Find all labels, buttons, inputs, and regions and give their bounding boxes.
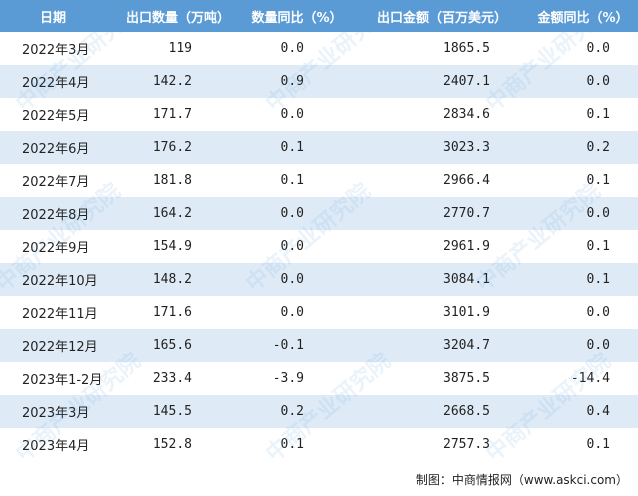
table-row: 2022年9月 154.9 0.0 2961.9 0.1 bbox=[0, 230, 638, 263]
table-row: 2022年8月 164.2 0.0 2770.7 0.0 bbox=[0, 197, 638, 230]
cell-value-yoy: 0.0 bbox=[586, 206, 610, 221]
cell-export-value: 3023.3 bbox=[443, 140, 490, 155]
table-row: 2022年11月 171.6 0.0 3101.9 0.0 bbox=[0, 296, 638, 329]
cell-export-value: 3101.9 bbox=[443, 305, 490, 320]
cell-quantity-yoy: 0.0 bbox=[280, 305, 304, 320]
cell-quantity-yoy: 0.2 bbox=[280, 404, 304, 419]
cell-value-yoy: 0.0 bbox=[586, 41, 610, 56]
cell-value-yoy: 0.0 bbox=[586, 74, 610, 89]
cell-value-yoy: -14.4 bbox=[570, 371, 610, 386]
table-row: 2023年3月 145.5 0.2 2668.5 0.4 bbox=[0, 395, 638, 428]
cell-quantity-yoy: 0.0 bbox=[280, 239, 304, 254]
cell-quantity-yoy: 0.1 bbox=[280, 437, 304, 452]
cell-quantity-yoy: 0.0 bbox=[280, 107, 304, 122]
header-export-quantity: 出口数量（万吨） bbox=[125, 10, 230, 26]
header-date: 日期 bbox=[40, 10, 67, 26]
cell-date: 2022年9月 bbox=[22, 241, 90, 256]
cell-quantity-yoy: 0.0 bbox=[280, 272, 304, 287]
table-header: 日期 出口数量（万吨） 数量同比（%） 出口金额（百万美元） 金额同比（%） bbox=[0, 0, 638, 32]
cell-export-quantity: 152.8 bbox=[152, 437, 192, 452]
cell-export-quantity: 154.9 bbox=[152, 239, 192, 254]
table-row: 2022年6月 176.2 0.1 3023.3 0.2 bbox=[0, 131, 638, 164]
cell-date: 2023年3月 bbox=[22, 406, 90, 421]
cell-export-value: 2961.9 bbox=[443, 239, 490, 254]
cell-export-value: 2668.5 bbox=[443, 404, 490, 419]
cell-quantity-yoy: -0.1 bbox=[272, 338, 304, 353]
cell-value-yoy: 0.1 bbox=[586, 173, 610, 188]
cell-value-yoy: 0.4 bbox=[586, 404, 610, 419]
cell-date: 2022年12月 bbox=[22, 340, 98, 355]
cell-quantity-yoy: -3.9 bbox=[272, 371, 304, 386]
cell-value-yoy: 0.1 bbox=[586, 272, 610, 287]
table-row: 2023年4月 152.8 0.1 2757.3 0.1 bbox=[0, 428, 638, 461]
cell-value-yoy: 0.1 bbox=[586, 437, 610, 452]
table-row: 2022年12月 165.6 -0.1 3204.7 0.0 bbox=[0, 329, 638, 362]
cell-export-value: 3084.1 bbox=[443, 272, 490, 287]
cell-value-yoy: 0.0 bbox=[586, 305, 610, 320]
cell-quantity-yoy: 0.0 bbox=[280, 41, 304, 56]
cell-export-value: 2407.1 bbox=[443, 74, 490, 89]
cell-date: 2022年6月 bbox=[22, 142, 90, 157]
header-quantity-yoy: 数量同比（%） bbox=[251, 10, 343, 26]
cell-export-quantity: 181.8 bbox=[152, 173, 192, 188]
table-row: 2022年3月 119 0.0 1865.5 0.0 bbox=[0, 32, 638, 65]
cell-date: 2023年4月 bbox=[22, 439, 90, 454]
cell-export-value: 2966.4 bbox=[443, 173, 490, 188]
table-row: 2022年5月 171.7 0.0 2834.6 0.1 bbox=[0, 98, 638, 131]
header-value-yoy: 金额同比（%） bbox=[537, 10, 629, 26]
data-table-container: 日期 出口数量（万吨） 数量同比（%） 出口金额（百万美元） 金额同比（%） 2… bbox=[0, 0, 638, 461]
cell-export-quantity: 233.4 bbox=[152, 371, 192, 386]
cell-export-quantity: 164.2 bbox=[152, 206, 192, 221]
cell-export-quantity: 165.6 bbox=[152, 338, 192, 353]
cell-date: 2022年4月 bbox=[22, 76, 90, 91]
cell-export-quantity: 171.6 bbox=[152, 305, 192, 320]
cell-export-value: 3875.5 bbox=[443, 371, 490, 386]
header-export-value: 出口金额（百万美元） bbox=[376, 10, 507, 26]
header-row: 日期 出口数量（万吨） 数量同比（%） 出口金额（百万美元） 金额同比（%） bbox=[0, 0, 638, 32]
cell-date: 2022年11月 bbox=[22, 307, 98, 322]
cell-export-quantity: 148.2 bbox=[152, 272, 192, 287]
cell-export-value: 3204.7 bbox=[443, 338, 490, 353]
table-row: 2022年7月 181.8 0.1 2966.4 0.1 bbox=[0, 164, 638, 197]
table-row: 2023年1-2月 233.4 -3.9 3875.5 -14.4 bbox=[0, 362, 638, 395]
table-body: 2022年3月 119 0.0 1865.5 0.0 2022年4月 142.2 0.9 240… bbox=[0, 32, 638, 461]
cell-value-yoy: 0.1 bbox=[586, 239, 610, 254]
cell-date: 2022年8月 bbox=[22, 208, 90, 223]
cell-quantity-yoy: 0.0 bbox=[280, 206, 304, 221]
cell-date: 2022年5月 bbox=[22, 109, 90, 124]
table-row: 2022年10月 148.2 0.0 3084.1 0.1 bbox=[0, 263, 638, 296]
cell-date: 2022年10月 bbox=[22, 274, 98, 289]
cell-export-quantity: 119 bbox=[168, 41, 192, 56]
cell-value-yoy: 0.1 bbox=[586, 107, 610, 122]
cell-export-quantity: 176.2 bbox=[152, 140, 192, 155]
cell-export-value: 2757.3 bbox=[443, 437, 490, 452]
data-table: 日期 出口数量（万吨） 数量同比（%） 出口金额（百万美元） 金额同比（%） 2… bbox=[0, 0, 638, 461]
cell-date: 2022年3月 bbox=[22, 43, 90, 58]
cell-export-value: 2770.7 bbox=[443, 206, 490, 221]
cell-export-quantity: 171.7 bbox=[152, 107, 192, 122]
cell-quantity-yoy: 0.1 bbox=[280, 173, 304, 188]
cell-export-value: 1865.5 bbox=[443, 41, 490, 56]
cell-value-yoy: 0.0 bbox=[586, 338, 610, 353]
source-caption: 制图：中商情报网（www.askci.com） bbox=[415, 473, 628, 487]
cell-date: 2023年1-2月 bbox=[22, 373, 103, 388]
cell-quantity-yoy: 0.1 bbox=[280, 140, 304, 155]
cell-quantity-yoy: 0.9 bbox=[280, 74, 304, 89]
table-row: 2022年4月 142.2 0.9 2407.1 0.0 bbox=[0, 65, 638, 98]
cell-export-quantity: 145.5 bbox=[152, 404, 192, 419]
cell-export-quantity: 142.2 bbox=[152, 74, 192, 89]
cell-date: 2022年7月 bbox=[22, 175, 90, 190]
cell-value-yoy: 0.2 bbox=[586, 140, 610, 155]
cell-export-value: 2834.6 bbox=[443, 107, 490, 122]
